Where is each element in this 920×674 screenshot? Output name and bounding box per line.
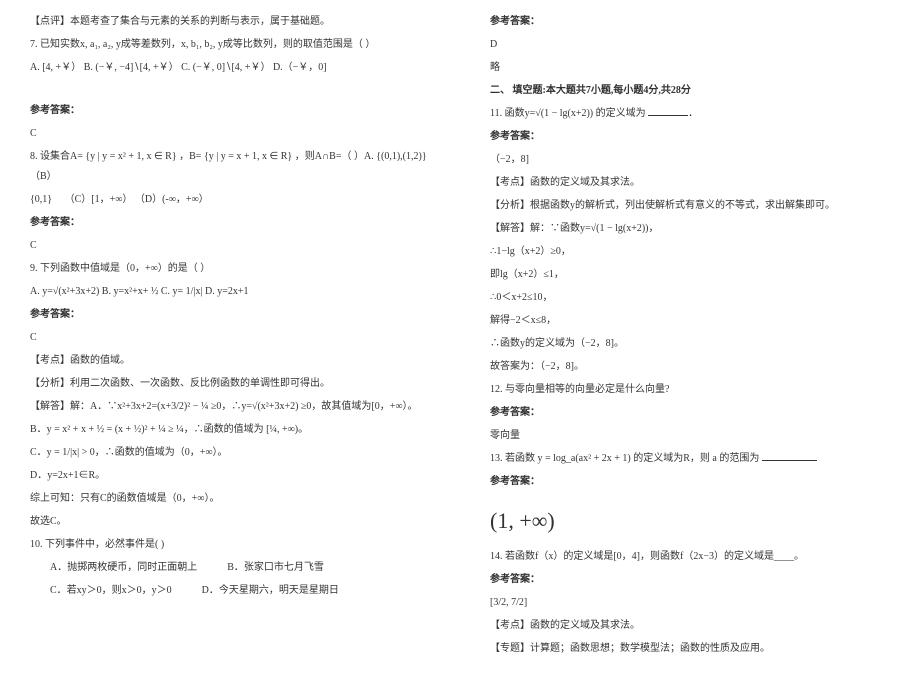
question-7-options: A. [4, +￥） B. (−￥, −4]∖[4, +￥） C. (−￥, 0… bbox=[30, 58, 430, 78]
q8-opt-cd: （C）[1，+∞） （D）(-∞，+∞） bbox=[65, 194, 209, 205]
section-2-header: 二、 填空题:本大题共7小题,每小题4分,共28分 bbox=[490, 81, 890, 101]
jieda-9-a: 【解答】解：A．∵x²+3x+2=(x+3/2)² − ¼ ≥0，∴y=√(x²… bbox=[30, 397, 430, 417]
jieda-9-final: 故选C。 bbox=[30, 512, 430, 532]
answer-11: （−2，8] bbox=[490, 150, 890, 170]
question-7: 7. 已知实数x, a₁, a₂, y成等差数列，x, b₁, b₂, y成等比… bbox=[30, 35, 430, 55]
q8-opt-b-label: （B） bbox=[30, 171, 57, 182]
answer-7: C bbox=[30, 124, 430, 144]
q13-expr: y = log_a(ax² + 2x + 1) bbox=[538, 453, 631, 464]
question-12: 12. 与零向量相等的向量必定是什么向量? bbox=[490, 380, 890, 400]
kaodian-14: 【考点】函数的定义域及其求法。 bbox=[490, 616, 890, 636]
question-14: 14. 若函数f（x）的定义域是[0，4]，则函数f（2x−3）的定义域是___… bbox=[490, 547, 890, 567]
kaodian-11: 【考点】函数的定义域及其求法。 bbox=[490, 173, 890, 193]
answer-label-13: 参考答案： bbox=[490, 472, 890, 492]
jieda-11-6: ∴函数y的定义域为（−2，8]。 bbox=[490, 334, 890, 354]
q13-prefix: 13. 若函数 bbox=[490, 453, 535, 464]
q8-set-a: {y | y = x² + 1, x ∈ R} bbox=[85, 151, 176, 162]
q11-blank bbox=[648, 105, 688, 116]
q13-blank bbox=[762, 450, 817, 461]
q8-prefix: 8. 设集合A= bbox=[30, 151, 83, 162]
q8-mid: ，B= bbox=[179, 151, 201, 162]
question-13: 13. 若函数 y = log_a(ax² + 2x + 1) 的定义域为R，则… bbox=[490, 449, 890, 469]
jieda-9-c: C．y = 1/|x| > 0，∴函数的值域为（0，+∞）。 bbox=[30, 443, 430, 463]
left-column: 【点评】本题考查了集合与元素的关系的判断与表示，属于基础题。 7. 已知实数x,… bbox=[30, 12, 430, 662]
right-column: 参考答案： D 略 二、 填空题:本大题共7小题,每小题4分,共28分 11. … bbox=[490, 12, 890, 662]
question-9-options: A. y=√(x²+3x+2) B. y=x²+x+ ½ C. y= 1/|x|… bbox=[30, 282, 430, 302]
jieda-11-3: 即lg（x+2）≤1， bbox=[490, 265, 890, 285]
answer-9: C bbox=[30, 328, 430, 348]
jieda-11-4: ∴0＜x+2≤10， bbox=[490, 288, 890, 308]
jieda-9-b: B．y = x² + x + ½ = (x + ½)² + ¼ ≥ ¼，∴函数的… bbox=[30, 420, 430, 440]
answer-label-7: 参考答案： bbox=[30, 101, 430, 121]
q13-suffix: 的定义域为R，则 a 的范围为 bbox=[633, 453, 759, 464]
fenxi-9: 【分析】利用二次函数、一次函数、反比例函数的单调性即可得出。 bbox=[30, 374, 430, 394]
answer-label-8: 参考答案： bbox=[30, 213, 430, 233]
question-11: 11. 函数y=√(1 − lg(x+2)) 的定义域为 ． bbox=[490, 104, 890, 124]
q11-text: 11. 函数y=√(1 − lg(x+2)) 的定义域为 bbox=[490, 108, 646, 119]
jieda-9-d: D．y=2x+1∈R。 bbox=[30, 466, 430, 486]
q8-opt-b: {0,1} bbox=[30, 194, 52, 205]
question-8: 8. 设集合A= {y | y = x² + 1, x ∈ R} ，B= {y … bbox=[30, 147, 430, 187]
jieda-11-7: 故答案为：（−2，8]。 bbox=[490, 357, 890, 377]
answer-label-9: 参考答案： bbox=[30, 305, 430, 325]
question-8-line2: {0,1} （C）[1，+∞） （D）(-∞，+∞） bbox=[30, 190, 430, 210]
jieda-11-2: ∴1−lg（x+2）≥0， bbox=[490, 242, 890, 262]
q8-opt-a: {(0,1),(1,2)} bbox=[376, 151, 426, 162]
answer-label-12: 参考答案： bbox=[490, 403, 890, 423]
answer-10: D bbox=[490, 35, 890, 55]
answer-label-14: 参考答案： bbox=[490, 570, 890, 590]
question-10: 10. 下列事件中，必然事件是( ) bbox=[30, 535, 430, 555]
zhuanti-14: 【专题】计算题；函数思想；数学模型法；函数的性质及应用。 bbox=[490, 639, 890, 659]
jieda-11-5: 解得−2＜x≤8， bbox=[490, 311, 890, 331]
q8-set-b: {y | y = x + 1, x ∈ R} bbox=[204, 151, 292, 162]
lue-10: 略 bbox=[490, 58, 890, 78]
fenxi-11: 【分析】根据函数y的解析式，列出使解析式有意义的不等式，求出解集即可。 bbox=[490, 196, 890, 216]
answer-13: (1, +∞) bbox=[490, 495, 890, 547]
question-9: 9. 下列函数中值域是（0，+∞）的是（ ） bbox=[30, 259, 430, 279]
answer-label-10: 参考答案： bbox=[490, 12, 890, 32]
kaodian-9: 【考点】函数的值域。 bbox=[30, 351, 430, 371]
answer-12: 零向量 bbox=[490, 426, 890, 446]
jieda-11-1: 【解答】解：∵函数y=√(1 − lg(x+2))， bbox=[490, 219, 890, 239]
question-10-ab: A．抛掷两枚硬币，同时正面朝上 B．张家口市七月飞雪 bbox=[30, 558, 430, 578]
comment-1: 【点评】本题考查了集合与元素的关系的判断与表示，属于基础题。 bbox=[30, 12, 430, 32]
answer-14: [3/2, 7/2] bbox=[490, 593, 890, 613]
jieda-9-sum: 综上可知：只有C的函数值域是（0，+∞）。 bbox=[30, 489, 430, 509]
answer-label-11: 参考答案： bbox=[490, 127, 890, 147]
question-10-cd: C．若xy＞0，则x＞0，y＞0 D．今天星期六，明天是星期日 bbox=[30, 581, 430, 601]
q8-suffix: ，则A∩B=（ ）A. bbox=[295, 151, 374, 162]
answer-8: C bbox=[30, 236, 430, 256]
